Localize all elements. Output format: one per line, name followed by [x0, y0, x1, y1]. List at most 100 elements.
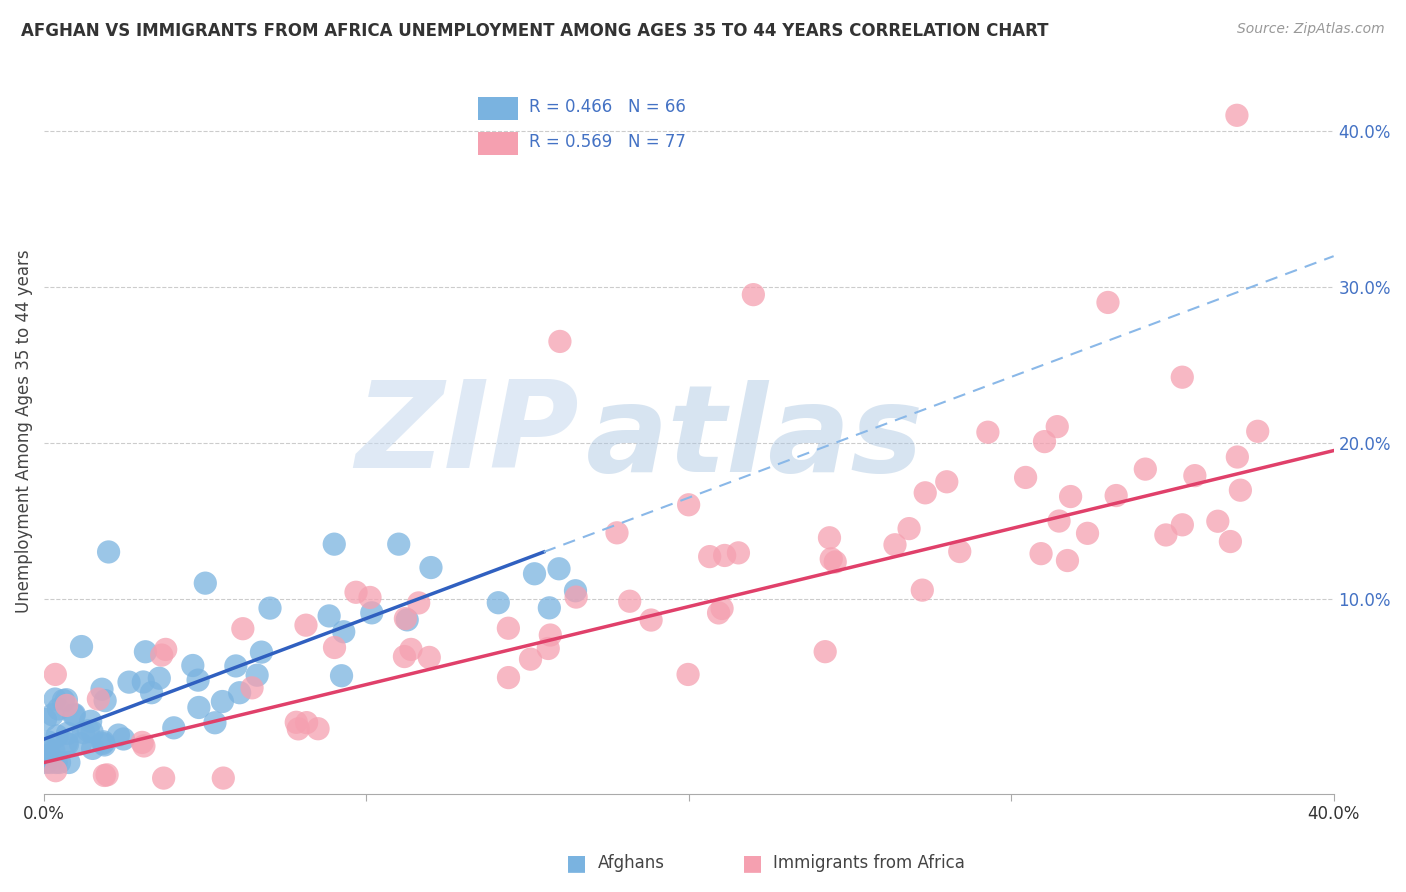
Point	[91, 682, 114, 697]
Point	[538, 628, 561, 642]
Point	[58, 756, 80, 770]
Point	[82, 741, 104, 756]
Point	[678, 498, 700, 512]
Text: ■: ■	[742, 854, 762, 873]
Point	[118, 675, 141, 690]
Point	[606, 525, 628, 540]
Point	[132, 739, 155, 753]
Point	[96, 768, 118, 782]
Point	[212, 771, 235, 785]
Point	[307, 722, 329, 736]
Point	[486, 596, 509, 610]
Bar	[478, 132, 517, 155]
Point	[246, 668, 269, 682]
Point	[163, 721, 186, 735]
Point	[1046, 419, 1069, 434]
Point	[742, 287, 765, 301]
Point	[62, 708, 84, 723]
Point	[45, 764, 67, 778]
Point	[295, 618, 318, 632]
Point	[70, 640, 93, 654]
Point	[884, 538, 907, 552]
Point	[359, 591, 381, 605]
Point	[818, 531, 841, 545]
Point	[323, 537, 346, 551]
Point	[1056, 553, 1078, 567]
Point	[420, 560, 443, 574]
Point	[396, 613, 419, 627]
Point	[295, 715, 318, 730]
Point	[45, 756, 67, 770]
Point	[1097, 295, 1119, 310]
Point	[537, 641, 560, 656]
Point	[519, 652, 541, 666]
Point	[824, 555, 846, 569]
Point	[55, 736, 77, 750]
Point	[388, 537, 411, 551]
Point	[344, 585, 367, 599]
Point	[97, 545, 120, 559]
Point	[820, 552, 842, 566]
Point	[1171, 517, 1194, 532]
Point	[1135, 462, 1157, 476]
Point	[727, 546, 749, 560]
Point	[187, 673, 209, 687]
Point	[713, 549, 735, 563]
Point	[1033, 434, 1056, 449]
Text: R = 0.466   N = 66: R = 0.466 N = 66	[529, 98, 685, 116]
Bar	[478, 96, 517, 120]
Point	[1226, 450, 1249, 464]
Point	[48, 756, 70, 770]
Point	[79, 714, 101, 729]
Point	[44, 667, 66, 681]
Point	[46, 729, 69, 743]
Point	[935, 475, 957, 489]
Point	[323, 640, 346, 655]
Point	[898, 522, 921, 536]
Point	[39, 756, 62, 770]
Point	[77, 723, 100, 738]
Point	[56, 737, 79, 751]
Point	[35, 756, 58, 770]
Point	[523, 566, 546, 581]
Point	[498, 671, 520, 685]
Text: ■: ■	[567, 854, 586, 873]
Point	[418, 650, 440, 665]
Point	[949, 544, 972, 558]
Point	[91, 736, 114, 750]
Point	[93, 768, 115, 782]
Point	[80, 725, 103, 739]
Point	[41, 707, 63, 722]
Point	[181, 658, 204, 673]
Point	[150, 648, 173, 662]
Point	[1184, 468, 1206, 483]
Point	[141, 686, 163, 700]
Point	[399, 642, 422, 657]
Point	[37, 741, 59, 756]
Point	[148, 671, 170, 685]
Point	[1229, 483, 1251, 498]
Point	[37, 748, 59, 763]
Text: ZIP: ZIP	[356, 376, 579, 493]
Point	[564, 583, 586, 598]
Point	[1076, 526, 1098, 541]
Point	[676, 667, 699, 681]
Point	[232, 622, 254, 636]
Point	[1047, 514, 1070, 528]
Point	[48, 702, 70, 716]
Point	[134, 645, 156, 659]
Point	[408, 596, 430, 610]
Text: Source: ZipAtlas.com: Source: ZipAtlas.com	[1237, 22, 1385, 37]
Text: Afghans: Afghans	[598, 855, 665, 872]
Point	[565, 590, 588, 604]
Text: AFGHAN VS IMMIGRANTS FROM AFRICA UNEMPLOYMENT AMONG AGES 35 TO 44 YEARS CORRELAT: AFGHAN VS IMMIGRANTS FROM AFRICA UNEMPLO…	[21, 22, 1049, 40]
Point	[911, 583, 934, 598]
Point	[1059, 490, 1081, 504]
Text: R = 0.569   N = 77: R = 0.569 N = 77	[529, 133, 685, 152]
Y-axis label: Unemployment Among Ages 35 to 44 years: Unemployment Among Ages 35 to 44 years	[15, 249, 32, 613]
Point	[259, 601, 281, 615]
Point	[94, 693, 117, 707]
Point	[498, 621, 520, 635]
Point	[1206, 514, 1229, 528]
Point	[69, 737, 91, 751]
